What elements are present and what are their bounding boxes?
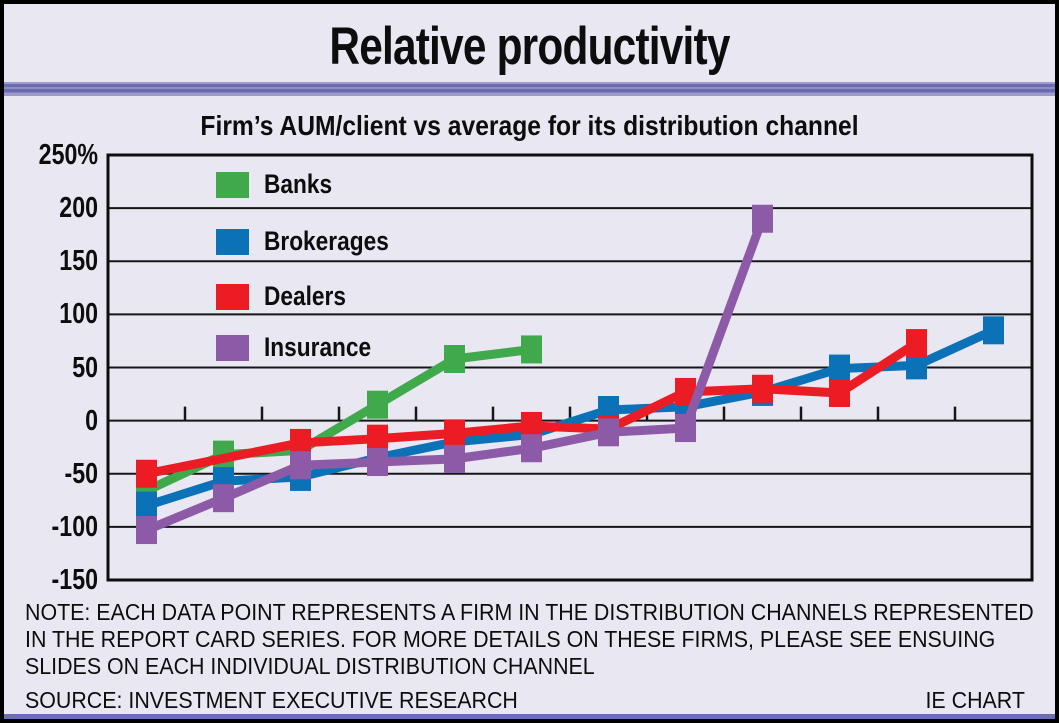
- data-point-insurance: [136, 516, 157, 545]
- data-point-banks: [521, 335, 542, 364]
- data-point-dealers: [521, 411, 542, 440]
- y-axis: 250% 200 150 100 50 0 -50 -100 -150: [0, 0, 100, 723]
- chart-subtitle: Firm’s AUM/client vs average for its dis…: [200, 110, 859, 141]
- source-text: SOURCE: INVESTMENT EXECUTIVE RESEARCH: [25, 687, 518, 713]
- y-axis-label: 150: [59, 245, 98, 278]
- data-point-brokerages: [521, 420, 542, 449]
- bottom-rule: [4, 714, 1055, 719]
- y-axis-label: -50: [64, 457, 98, 490]
- title-divider-rule: [4, 82, 1055, 96]
- data-point-brokerages: [367, 443, 388, 472]
- data-point-dealers: [598, 415, 619, 444]
- legend-label-insurance: Insurance: [264, 332, 372, 362]
- y-axis-label: -150: [51, 564, 98, 596]
- data-point-insurance: [675, 414, 696, 443]
- data-point-dealers: [290, 428, 311, 457]
- data-point-brokerages: [752, 377, 773, 406]
- banks-swatch-icon: [216, 171, 249, 198]
- data-point-banks: [290, 436, 311, 465]
- data-point-brokerages: [598, 396, 619, 424]
- data-point-brokerages: [444, 427, 465, 456]
- y-axis-label: 100: [59, 298, 98, 331]
- y-axis-label: 200: [59, 192, 98, 225]
- legend-label-brokerages: Brokerages: [264, 226, 389, 256]
- data-point-brokerages: [983, 316, 1004, 345]
- data-point-brokerages: [829, 354, 850, 383]
- series-line-insurance: [144, 217, 767, 535]
- series-line-dealers: [145, 339, 919, 479]
- y-axis-label: 50: [72, 351, 98, 384]
- data-point-banks: [367, 390, 388, 419]
- brokerages-swatch-icon: [216, 228, 249, 255]
- y-axis-label: 0: [85, 404, 98, 437]
- data-point-insurance: [444, 444, 465, 473]
- data-point-dealers: [136, 459, 157, 488]
- data-point-insurance: [290, 451, 311, 480]
- note-line: NOTE: EACH DATA POINT REPRESENTS A FIRM …: [25, 599, 1034, 625]
- legend-item-insurance: Insurance: [216, 334, 392, 361]
- chart-credit: IE CHART: [925, 687, 1025, 713]
- data-point-brokerages: [675, 392, 696, 421]
- data-point-brokerages: [290, 462, 311, 491]
- data-point-brokerages: [213, 467, 234, 496]
- data-point-insurance: [752, 204, 773, 233]
- legend-item-dealers: Dealers: [216, 283, 362, 310]
- data-point-dealers: [752, 374, 773, 403]
- legend-label-banks: Banks: [264, 169, 333, 199]
- data-point-insurance: [521, 434, 542, 463]
- plot-border: [106, 153, 1034, 582]
- insurance-swatch-icon: [216, 334, 249, 361]
- note-line: IN THE REPORT CARD SERIES. FOR MORE DETA…: [25, 626, 996, 652]
- data-point-banks: [136, 476, 157, 505]
- data-point-brokerages: [136, 491, 157, 520]
- data-point-banks: [444, 345, 465, 373]
- legend-item-banks: Banks: [216, 171, 345, 198]
- data-point-dealers: [829, 379, 850, 407]
- data-point-dealers: [906, 329, 927, 358]
- data-point-dealers: [444, 419, 465, 448]
- data-point-insurance: [367, 448, 388, 477]
- legend-item-brokerages: Brokerages: [216, 228, 413, 255]
- note-line: SLIDES ON EACH INDIVIDUAL DISTRIBUTION C…: [25, 653, 595, 679]
- data-point-insurance: [213, 484, 234, 513]
- legend-label-dealers: Dealers: [264, 281, 346, 311]
- page-title: Relative productivity: [329, 17, 730, 76]
- note-text: NOTE: EACH DATA POINT REPRESENTS A FIRM …: [25, 599, 1034, 680]
- data-point-brokerages: [906, 351, 927, 380]
- dealers-swatch-icon: [216, 283, 249, 310]
- data-point-dealers: [675, 377, 696, 406]
- y-axis-label: -100: [51, 510, 98, 543]
- data-point-insurance: [598, 418, 619, 447]
- data-point-banks: [213, 440, 234, 469]
- y-axis-label: 250%: [38, 139, 98, 171]
- series-line-banks: [144, 344, 533, 495]
- data-point-dealers: [367, 424, 388, 453]
